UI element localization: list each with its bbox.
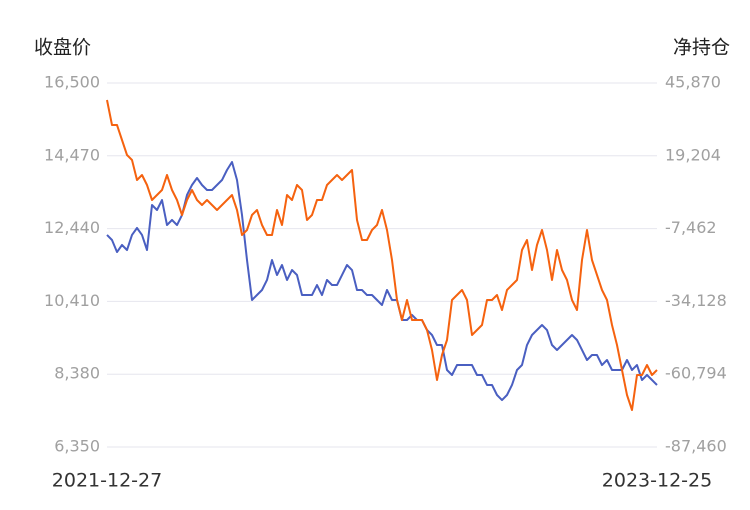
y2-tick-label: 19,204 — [665, 145, 721, 164]
y-tick-label: 14,470 — [44, 145, 100, 164]
y-tick-label: 12,440 — [44, 218, 100, 237]
y-tick-label: 10,410 — [44, 291, 100, 310]
y-axis-title: 收盘价 — [34, 37, 91, 59]
y-tick-label: 8,380 — [54, 364, 100, 383]
x-tick-label: 2021-12-27 — [52, 470, 162, 492]
y2-tick-label: -34,128 — [665, 291, 727, 310]
y2-tick-label: -87,460 — [665, 437, 727, 456]
series-line — [106, 161, 658, 402]
y2-tick-label: -60,794 — [665, 364, 727, 383]
y2-tick-label: 45,870 — [665, 73, 721, 92]
y-tick-label: 16,500 — [44, 73, 100, 92]
y2-axis-title: 净持仓 — [673, 37, 730, 59]
series-line — [106, 99, 658, 411]
x-tick-label: 2023-12-25 — [602, 470, 712, 492]
y2-tick-label: -7,462 — [665, 218, 717, 237]
y-tick-label: 6,350 — [54, 437, 100, 456]
